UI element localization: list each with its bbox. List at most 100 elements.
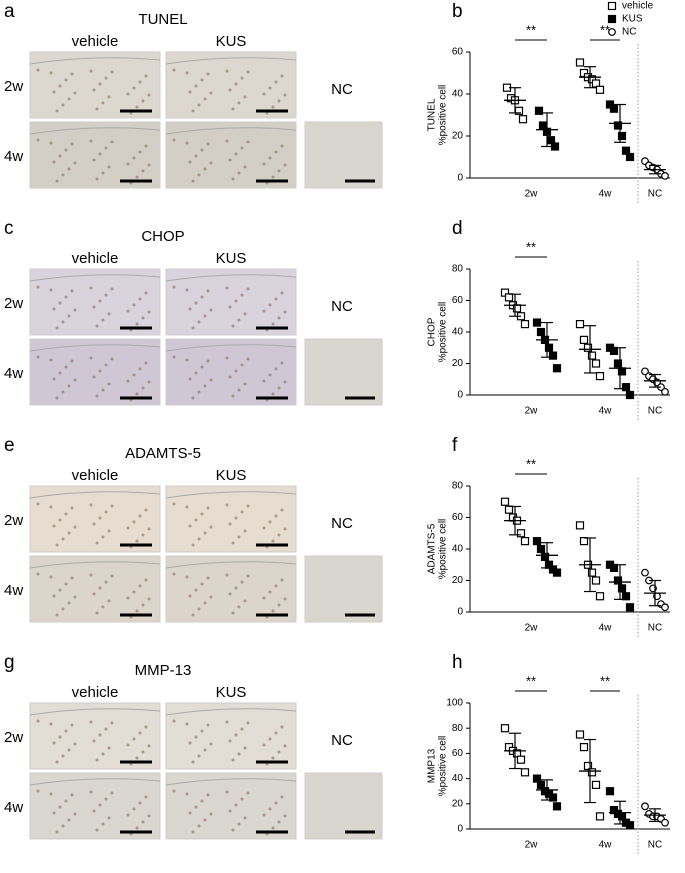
x-tick-label: 4w: [599, 623, 613, 634]
cell: [92, 88, 96, 92]
cell: [188, 811, 192, 815]
cell: [283, 527, 287, 531]
cell: [135, 609, 139, 613]
nc-label: NC: [331, 298, 353, 315]
cell: [203, 818, 207, 822]
data-point: [500, 724, 510, 733]
cell: [61, 320, 65, 324]
cell: [237, 605, 241, 609]
cell: [280, 508, 284, 512]
data-point: [625, 603, 635, 612]
cell: [101, 388, 105, 392]
cell: [104, 580, 108, 584]
cell: [55, 179, 59, 183]
data-point: [641, 568, 649, 577]
cell: [55, 109, 59, 113]
cell: [274, 801, 278, 805]
cell: [138, 367, 142, 371]
cell: [225, 286, 229, 290]
cartilage-surface: [29, 344, 161, 352]
cell: [144, 725, 148, 729]
cell: [67, 167, 71, 171]
cell: [246, 504, 250, 508]
cell: [203, 748, 207, 752]
legend-marker: [607, 1, 617, 11]
cell: [89, 69, 93, 73]
cell: [243, 165, 247, 169]
panel-letter: b: [452, 1, 463, 22]
cell: [225, 503, 229, 507]
data-point: [613, 121, 623, 130]
cell: [138, 731, 142, 735]
data-point: [591, 780, 601, 790]
y-tick-label: 60: [452, 748, 464, 759]
data-point: [579, 742, 589, 752]
cell: [231, 758, 235, 762]
cell: [138, 584, 142, 588]
cell: [246, 357, 250, 361]
cell: [104, 76, 108, 80]
column-header: KUS: [216, 684, 247, 701]
x-tick-label: 4w: [599, 406, 613, 417]
y-tick-label: 20: [452, 358, 464, 369]
cell: [101, 101, 105, 105]
significance-label: **: [526, 673, 536, 688]
micrograph: [165, 338, 297, 406]
cell: [240, 363, 244, 367]
data-point: [548, 351, 558, 360]
cell: [206, 576, 210, 580]
y-tick-label: 0: [457, 390, 463, 401]
micrograph: [29, 51, 161, 119]
cell: [271, 609, 275, 613]
micrograph: [165, 485, 297, 553]
cell: [237, 171, 241, 175]
cell: [67, 818, 71, 822]
data-point: [661, 171, 669, 180]
cell: [234, 82, 238, 86]
cell: [73, 812, 77, 816]
cell: [98, 516, 102, 520]
data-point: [587, 568, 597, 577]
cell: [36, 285, 40, 289]
y-tick-label: 20: [452, 798, 464, 809]
data-point: [587, 351, 597, 360]
cell: [228, 88, 232, 92]
cell: [274, 731, 278, 735]
cartilage-surface: [165, 778, 297, 786]
cell: [206, 793, 210, 797]
cell: [172, 285, 176, 289]
cell: [262, 92, 266, 96]
cell: [243, 529, 247, 533]
data-point: [625, 390, 635, 400]
y-tick-label: 80: [452, 723, 464, 734]
cell: [141, 603, 145, 607]
y-tick-label: 80: [452, 264, 464, 275]
data-point: [591, 359, 601, 368]
cell: [262, 379, 266, 383]
cell: [188, 594, 192, 598]
cell: [70, 793, 74, 797]
cell: [107, 312, 111, 316]
data-point: [500, 497, 510, 506]
data-point: [595, 372, 605, 381]
cell: [228, 592, 232, 596]
data-point: [591, 576, 601, 585]
data-point: [579, 537, 589, 546]
cell: [225, 720, 229, 724]
cell: [58, 371, 62, 375]
cell: [271, 322, 275, 326]
cell: [200, 512, 204, 516]
cell: [197, 390, 201, 394]
cell: [61, 173, 65, 177]
cell: [271, 175, 275, 179]
cell: [36, 502, 40, 506]
cell: [237, 388, 241, 392]
cell: [64, 78, 68, 82]
cell: [206, 506, 210, 510]
cell: [70, 506, 74, 510]
cell: [141, 533, 145, 537]
micrograph: [29, 555, 161, 623]
cell: [246, 721, 250, 725]
cell: [225, 69, 229, 73]
